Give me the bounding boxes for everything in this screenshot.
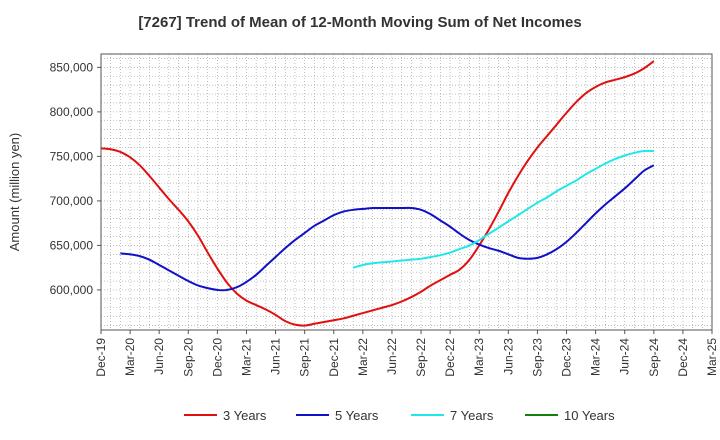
x-tick-label: Jun-24 [618, 338, 632, 375]
x-tick-label: Jun-20 [152, 338, 166, 375]
series-line-2 [120, 164, 655, 292]
x-tick-label: Dec-24 [676, 338, 690, 377]
plot-frame [100, 53, 713, 331]
x-tick-label: Mar-20 [123, 338, 137, 376]
y-tick-label: 600,000 [50, 283, 94, 297]
x-tick-label: Mar-22 [356, 338, 370, 376]
x-tick-label: Mar-24 [589, 338, 603, 376]
y-tick-label: 750,000 [50, 149, 94, 163]
legend-label-1: 3 Years [223, 408, 267, 423]
x-tick-label: Dec-21 [327, 338, 341, 377]
x-tick-label: Jun-21 [269, 338, 283, 375]
grid-layer [101, 54, 712, 330]
axes-layer: 600,000 650,000 700,000 750,000 800,000 850,0… [7, 53, 719, 377]
x-tick-label: Jun-23 [501, 338, 515, 375]
legend-label-4: 10 Years [564, 408, 615, 423]
x-tick-label: Mar-25 [705, 338, 719, 376]
y-tick-label: 700,000 [50, 194, 94, 208]
y-tick-label: 850,000 [50, 60, 94, 74]
x-tick-label: Dec-20 [210, 338, 224, 377]
x-tick-label: Mar-23 [472, 338, 486, 376]
x-tick-label: Sep-23 [530, 338, 544, 377]
y-tick-label: 800,000 [50, 105, 94, 119]
x-tick-label: Jun-22 [385, 338, 399, 375]
series-line-1 [100, 60, 655, 327]
x-tick-label: Mar-21 [239, 338, 253, 376]
x-tick-label: Dec-22 [443, 338, 457, 377]
plot-area [101, 54, 712, 330]
legend-label-3: 7 Years [450, 408, 494, 423]
x-tick-label: Sep-24 [647, 338, 661, 377]
x-tick-label: Dec-19 [94, 338, 108, 377]
y-axis-title: Amount (million yen) [7, 133, 22, 252]
x-tick-label: Dec-23 [560, 338, 574, 377]
legend: 3 Years 5 Years 7 Years 10 Years [184, 408, 615, 423]
x-tick-label: Sep-22 [414, 338, 428, 377]
chart-title: [7267] Trend of Mean of 12-Month Moving … [138, 14, 582, 31]
series-layer [100, 60, 655, 327]
x-tick-label: Sep-20 [181, 338, 195, 377]
legend-label-2: 5 Years [335, 408, 379, 423]
y-tick-label: 650,000 [50, 238, 94, 252]
series-line-3 [352, 149, 654, 269]
x-tick-label: Sep-21 [298, 338, 312, 377]
